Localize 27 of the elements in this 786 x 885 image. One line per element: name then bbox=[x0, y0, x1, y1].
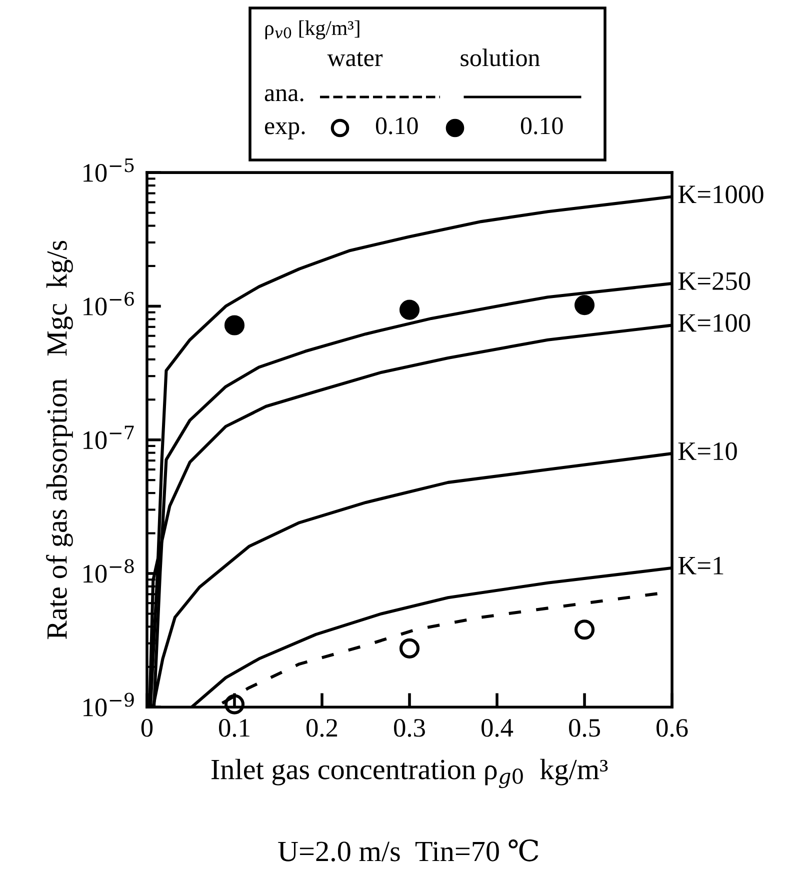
x-tick-label: 0 bbox=[141, 718, 153, 737]
legend-title: ρ$_{v0}$ [kg/m³] bbox=[265, 20, 360, 40]
series-label: K=1 bbox=[678, 556, 724, 574]
x-axis-title: Inlet gas concentration ρ$_{g0}$ kg/m³ bbox=[211, 758, 608, 788]
y-tick-label: 10$^{−7}$ bbox=[84, 426, 134, 450]
x-tick-label: 0.1 bbox=[219, 718, 250, 737]
y-tick-label: 10$^{−9}$ bbox=[84, 692, 134, 716]
y-tick-label: 10$^{−8}$ bbox=[84, 559, 134, 583]
text: ana. bbox=[264, 89, 304, 102]
text: exp. bbox=[264, 122, 305, 140]
text: water bbox=[327, 52, 383, 66]
y-tick-label: 10$^{−5}$ bbox=[84, 158, 134, 182]
series-label: K=100 bbox=[678, 314, 750, 332]
legend-label: 0.10 bbox=[520, 117, 563, 134]
x-tick-label: 0.3 bbox=[394, 718, 425, 737]
x-tick-label: 0.2 bbox=[306, 718, 338, 737]
series-label: K=250 bbox=[678, 272, 750, 290]
x-tick-label: 0.4 bbox=[482, 718, 514, 737]
x-tick-label: 0.6 bbox=[656, 718, 688, 737]
series-label: K=10 bbox=[678, 442, 737, 460]
text: U=2.0 m/s Tin=70 ℃ bbox=[278, 839, 538, 862]
series-label: K=1000 bbox=[678, 185, 764, 204]
text: solution bbox=[460, 48, 540, 66]
y-tick-label: 10$^{−6}$ bbox=[84, 292, 134, 316]
y-axis-title: Rate of gas absorption Mgc kg/s bbox=[46, 240, 73, 640]
legend-label: 0.10 bbox=[376, 117, 418, 134]
x-tick-label: 0.5 bbox=[569, 718, 600, 737]
